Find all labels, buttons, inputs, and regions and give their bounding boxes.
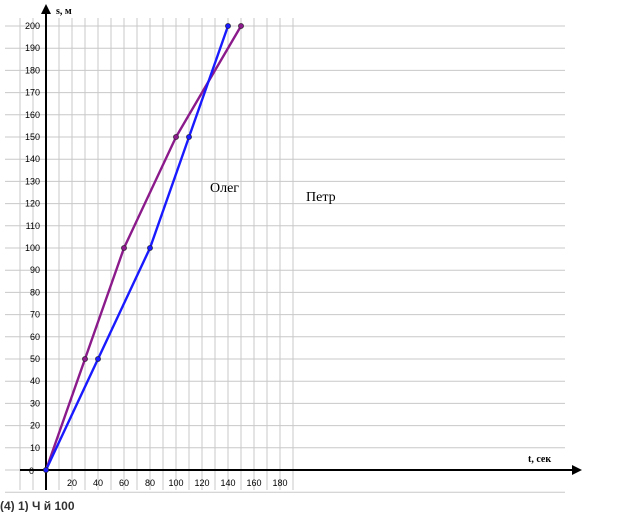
- y-tick-label: 180: [25, 65, 40, 75]
- x-tick-label: 20: [67, 478, 77, 488]
- y-tick-label: 110: [26, 221, 40, 231]
- y-axis-arrow: [41, 4, 51, 14]
- data-point-series-1: [95, 356, 101, 362]
- x-tick-label: 100: [168, 478, 183, 488]
- y-tick-label: 190: [25, 43, 40, 53]
- footer-text: (4) 1) Ч й 100: [0, 499, 75, 512]
- data-point-series-0: [121, 245, 127, 251]
- y-axis-label: s, м: [56, 6, 72, 17]
- x-tick-label: 120: [194, 478, 209, 488]
- data-point-series-0: [173, 134, 179, 140]
- x-tick-label: 40: [93, 478, 103, 488]
- x-axis-arrow: [572, 465, 582, 475]
- y-tick-label: 10: [30, 443, 40, 453]
- y-tick-label: 150: [25, 132, 40, 142]
- y-tick-label: 30: [30, 398, 40, 408]
- x-tick-labels: 20 40 60 80 100 120 140 160 180: [67, 478, 288, 488]
- y-tick-label: 140: [25, 154, 40, 164]
- y-tick-label: 70: [30, 310, 40, 320]
- x-axis-label: t, сек: [528, 454, 551, 465]
- x-tick-label: 180: [272, 478, 287, 488]
- data-point-series-1: [225, 23, 231, 29]
- data-point-series-1: [43, 467, 49, 473]
- y-tick-label: 50: [30, 354, 40, 364]
- data-point-series-1: [147, 245, 153, 251]
- y-tick-label: 170: [25, 88, 40, 98]
- y-tick-label: 120: [25, 199, 40, 209]
- x-tick-label: 60: [119, 478, 129, 488]
- y-tick-label: 20: [30, 421, 40, 431]
- grid: [5, 18, 565, 493]
- data-point-series-0: [82, 356, 88, 362]
- data-point-series-1: [186, 134, 192, 140]
- y-tick-label: 100: [25, 243, 40, 253]
- x-tick-label: 80: [145, 478, 155, 488]
- axes: s, м t, сек 0: [20, 4, 582, 490]
- origin-label: 0: [29, 466, 34, 476]
- y-tick-label: 200: [25, 21, 40, 31]
- x-tick-label: 140: [220, 478, 235, 488]
- series-group: [43, 23, 244, 473]
- y-tick-labels: 10 20 30 40 50 60 70 80 90 100 110 120 130 140 150 160 1…: [25, 21, 40, 453]
- y-tick-label: 90: [30, 265, 40, 275]
- y-tick-label: 40: [30, 376, 40, 386]
- y-tick-label: 80: [30, 287, 40, 297]
- x-tick-label: 160: [246, 478, 261, 488]
- series-label-oleg: Олег: [210, 181, 239, 196]
- y-tick-label: 60: [30, 332, 40, 342]
- series-label-petr: Петр: [306, 190, 336, 205]
- data-point-series-0: [238, 23, 244, 29]
- y-tick-label: 130: [25, 176, 40, 186]
- y-tick-label: 160: [25, 110, 40, 120]
- series-labels: Олег Петр: [210, 181, 336, 205]
